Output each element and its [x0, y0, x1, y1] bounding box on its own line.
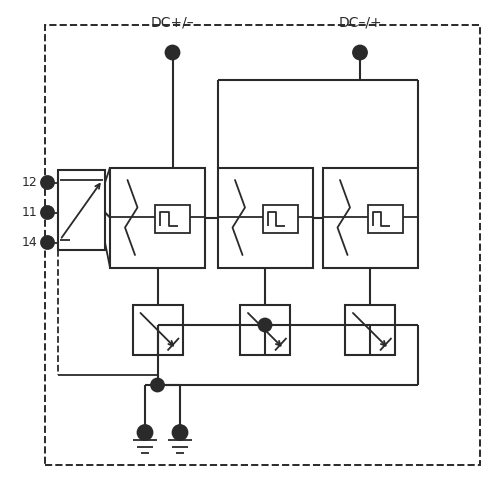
Bar — [218, 168, 312, 268]
Bar — [110, 168, 205, 268]
Text: 11: 11 — [22, 206, 38, 219]
Text: DC–/+: DC–/+ — [338, 16, 382, 30]
Circle shape — [41, 206, 54, 219]
Circle shape — [41, 176, 54, 189]
Bar — [45, 25, 480, 465]
Circle shape — [166, 46, 179, 60]
Bar — [322, 168, 418, 268]
Bar — [262, 205, 298, 233]
Text: DC+/–: DC+/– — [150, 16, 194, 30]
Circle shape — [258, 318, 272, 332]
Circle shape — [138, 425, 152, 440]
Text: 12: 12 — [22, 176, 38, 189]
Bar — [155, 205, 190, 233]
Circle shape — [151, 378, 164, 392]
Circle shape — [41, 236, 54, 249]
Bar — [345, 305, 395, 355]
Bar — [58, 170, 105, 250]
Bar — [368, 205, 402, 233]
Bar — [132, 305, 182, 355]
Circle shape — [353, 46, 367, 60]
Text: 14: 14 — [22, 236, 38, 249]
Circle shape — [172, 425, 188, 440]
Bar — [240, 305, 290, 355]
